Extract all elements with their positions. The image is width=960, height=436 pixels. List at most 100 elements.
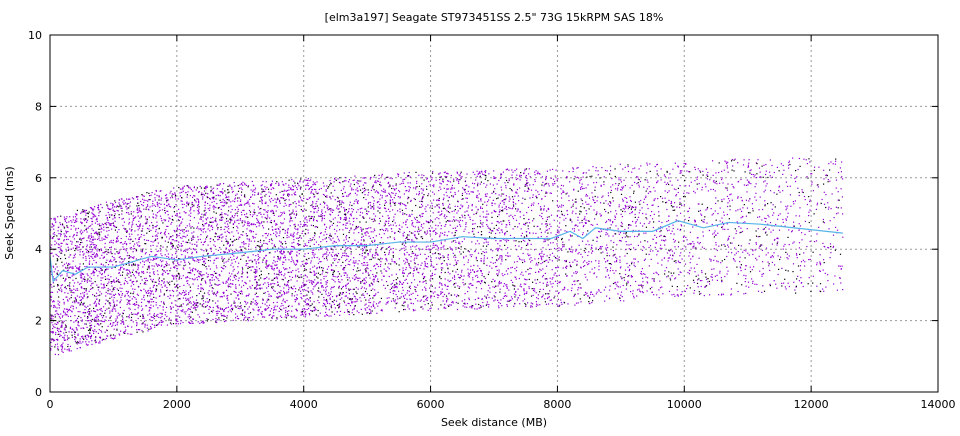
scatter-point — [347, 255, 348, 256]
scatter-point — [697, 283, 698, 284]
scatter-point — [152, 265, 153, 266]
scatter-point — [147, 328, 148, 329]
scatter-point — [120, 291, 121, 292]
scatter-point — [140, 201, 141, 202]
scatter-point — [290, 234, 291, 235]
scatter-point — [217, 300, 218, 301]
scatter-point — [514, 240, 515, 241]
scatter-point — [526, 236, 527, 237]
scatter-point — [552, 200, 553, 201]
scatter-point — [105, 310, 106, 311]
scatter-point — [234, 251, 235, 252]
scatter-point — [331, 240, 332, 241]
scatter-point — [630, 225, 631, 226]
scatter-point — [128, 214, 129, 215]
scatter-point — [229, 185, 230, 186]
scatter-point — [533, 194, 534, 195]
scatter-point — [198, 228, 199, 229]
scatter-point — [441, 285, 442, 286]
scatter-point — [254, 272, 255, 273]
scatter-point — [73, 289, 74, 290]
scatter-point — [790, 194, 791, 195]
scatter-point — [60, 258, 61, 259]
scatter-point — [783, 249, 784, 250]
scatter-point — [74, 339, 75, 340]
scatter-point — [369, 313, 370, 314]
scatter-point — [487, 180, 488, 181]
scatter-point — [353, 209, 354, 210]
scatter-point — [121, 288, 122, 289]
scatter-point — [472, 279, 473, 280]
scatter-point — [372, 274, 373, 275]
scatter-point — [267, 291, 268, 292]
scatter-point — [329, 227, 330, 228]
scatter-point — [120, 331, 121, 332]
scatter-point — [290, 235, 291, 236]
scatter-point — [596, 276, 597, 277]
scatter-point — [613, 255, 614, 256]
scatter-point — [271, 183, 272, 184]
scatter-point — [326, 308, 327, 309]
scatter-point — [462, 241, 463, 242]
scatter-point — [407, 239, 408, 240]
scatter-point — [431, 227, 432, 228]
scatter-point — [376, 190, 377, 191]
scatter-point — [623, 233, 624, 234]
scatter-point — [757, 159, 758, 160]
scatter-point — [367, 293, 368, 294]
scatter-point — [89, 332, 90, 333]
scatter-point — [591, 192, 592, 193]
scatter-point — [585, 248, 586, 249]
scatter-point — [481, 280, 482, 281]
scatter-point — [507, 231, 508, 232]
scatter-point — [108, 264, 109, 265]
scatter-point — [444, 284, 445, 285]
scatter-point — [438, 204, 439, 205]
scatter-point — [353, 261, 354, 262]
scatter-point — [475, 243, 476, 244]
scatter-point — [455, 247, 456, 248]
scatter-point — [349, 264, 350, 265]
scatter-point — [421, 207, 422, 208]
scatter-point — [751, 169, 752, 170]
scatter-point — [689, 270, 690, 271]
scatter-point — [585, 202, 586, 203]
scatter-point — [366, 271, 367, 272]
scatter-point — [266, 233, 267, 234]
scatter-point — [645, 214, 646, 215]
scatter-point — [275, 306, 276, 307]
scatter-point — [344, 255, 345, 256]
scatter-point — [287, 311, 288, 312]
scatter-point — [266, 305, 267, 306]
scatter-point — [454, 255, 455, 256]
scatter-point — [64, 254, 65, 255]
scatter-point — [116, 240, 117, 241]
scatter-point — [656, 231, 657, 232]
scatter-point — [76, 268, 77, 269]
scatter-point — [88, 251, 89, 252]
scatter-point — [309, 282, 310, 283]
scatter-point — [691, 182, 692, 183]
scatter-point — [71, 332, 72, 333]
scatter-point — [228, 307, 229, 308]
scatter-point — [353, 232, 354, 233]
scatter-point — [421, 306, 422, 307]
scatter-point — [250, 214, 251, 215]
scatter-point — [301, 206, 302, 207]
scatter-point — [506, 270, 507, 271]
scatter-point — [517, 226, 518, 227]
scatter-point — [620, 209, 621, 210]
scatter-point — [136, 224, 137, 225]
scatter-point — [497, 250, 498, 251]
scatter-point — [161, 218, 162, 219]
scatter-point — [504, 204, 505, 205]
scatter-point — [61, 344, 62, 345]
scatter-point — [544, 239, 545, 240]
scatter-point — [216, 213, 217, 214]
scatter-point — [288, 287, 289, 288]
scatter-point — [111, 283, 112, 284]
scatter-point — [305, 189, 306, 190]
scatter-point — [461, 270, 462, 271]
scatter-point — [504, 202, 505, 203]
scatter-point — [373, 304, 374, 305]
